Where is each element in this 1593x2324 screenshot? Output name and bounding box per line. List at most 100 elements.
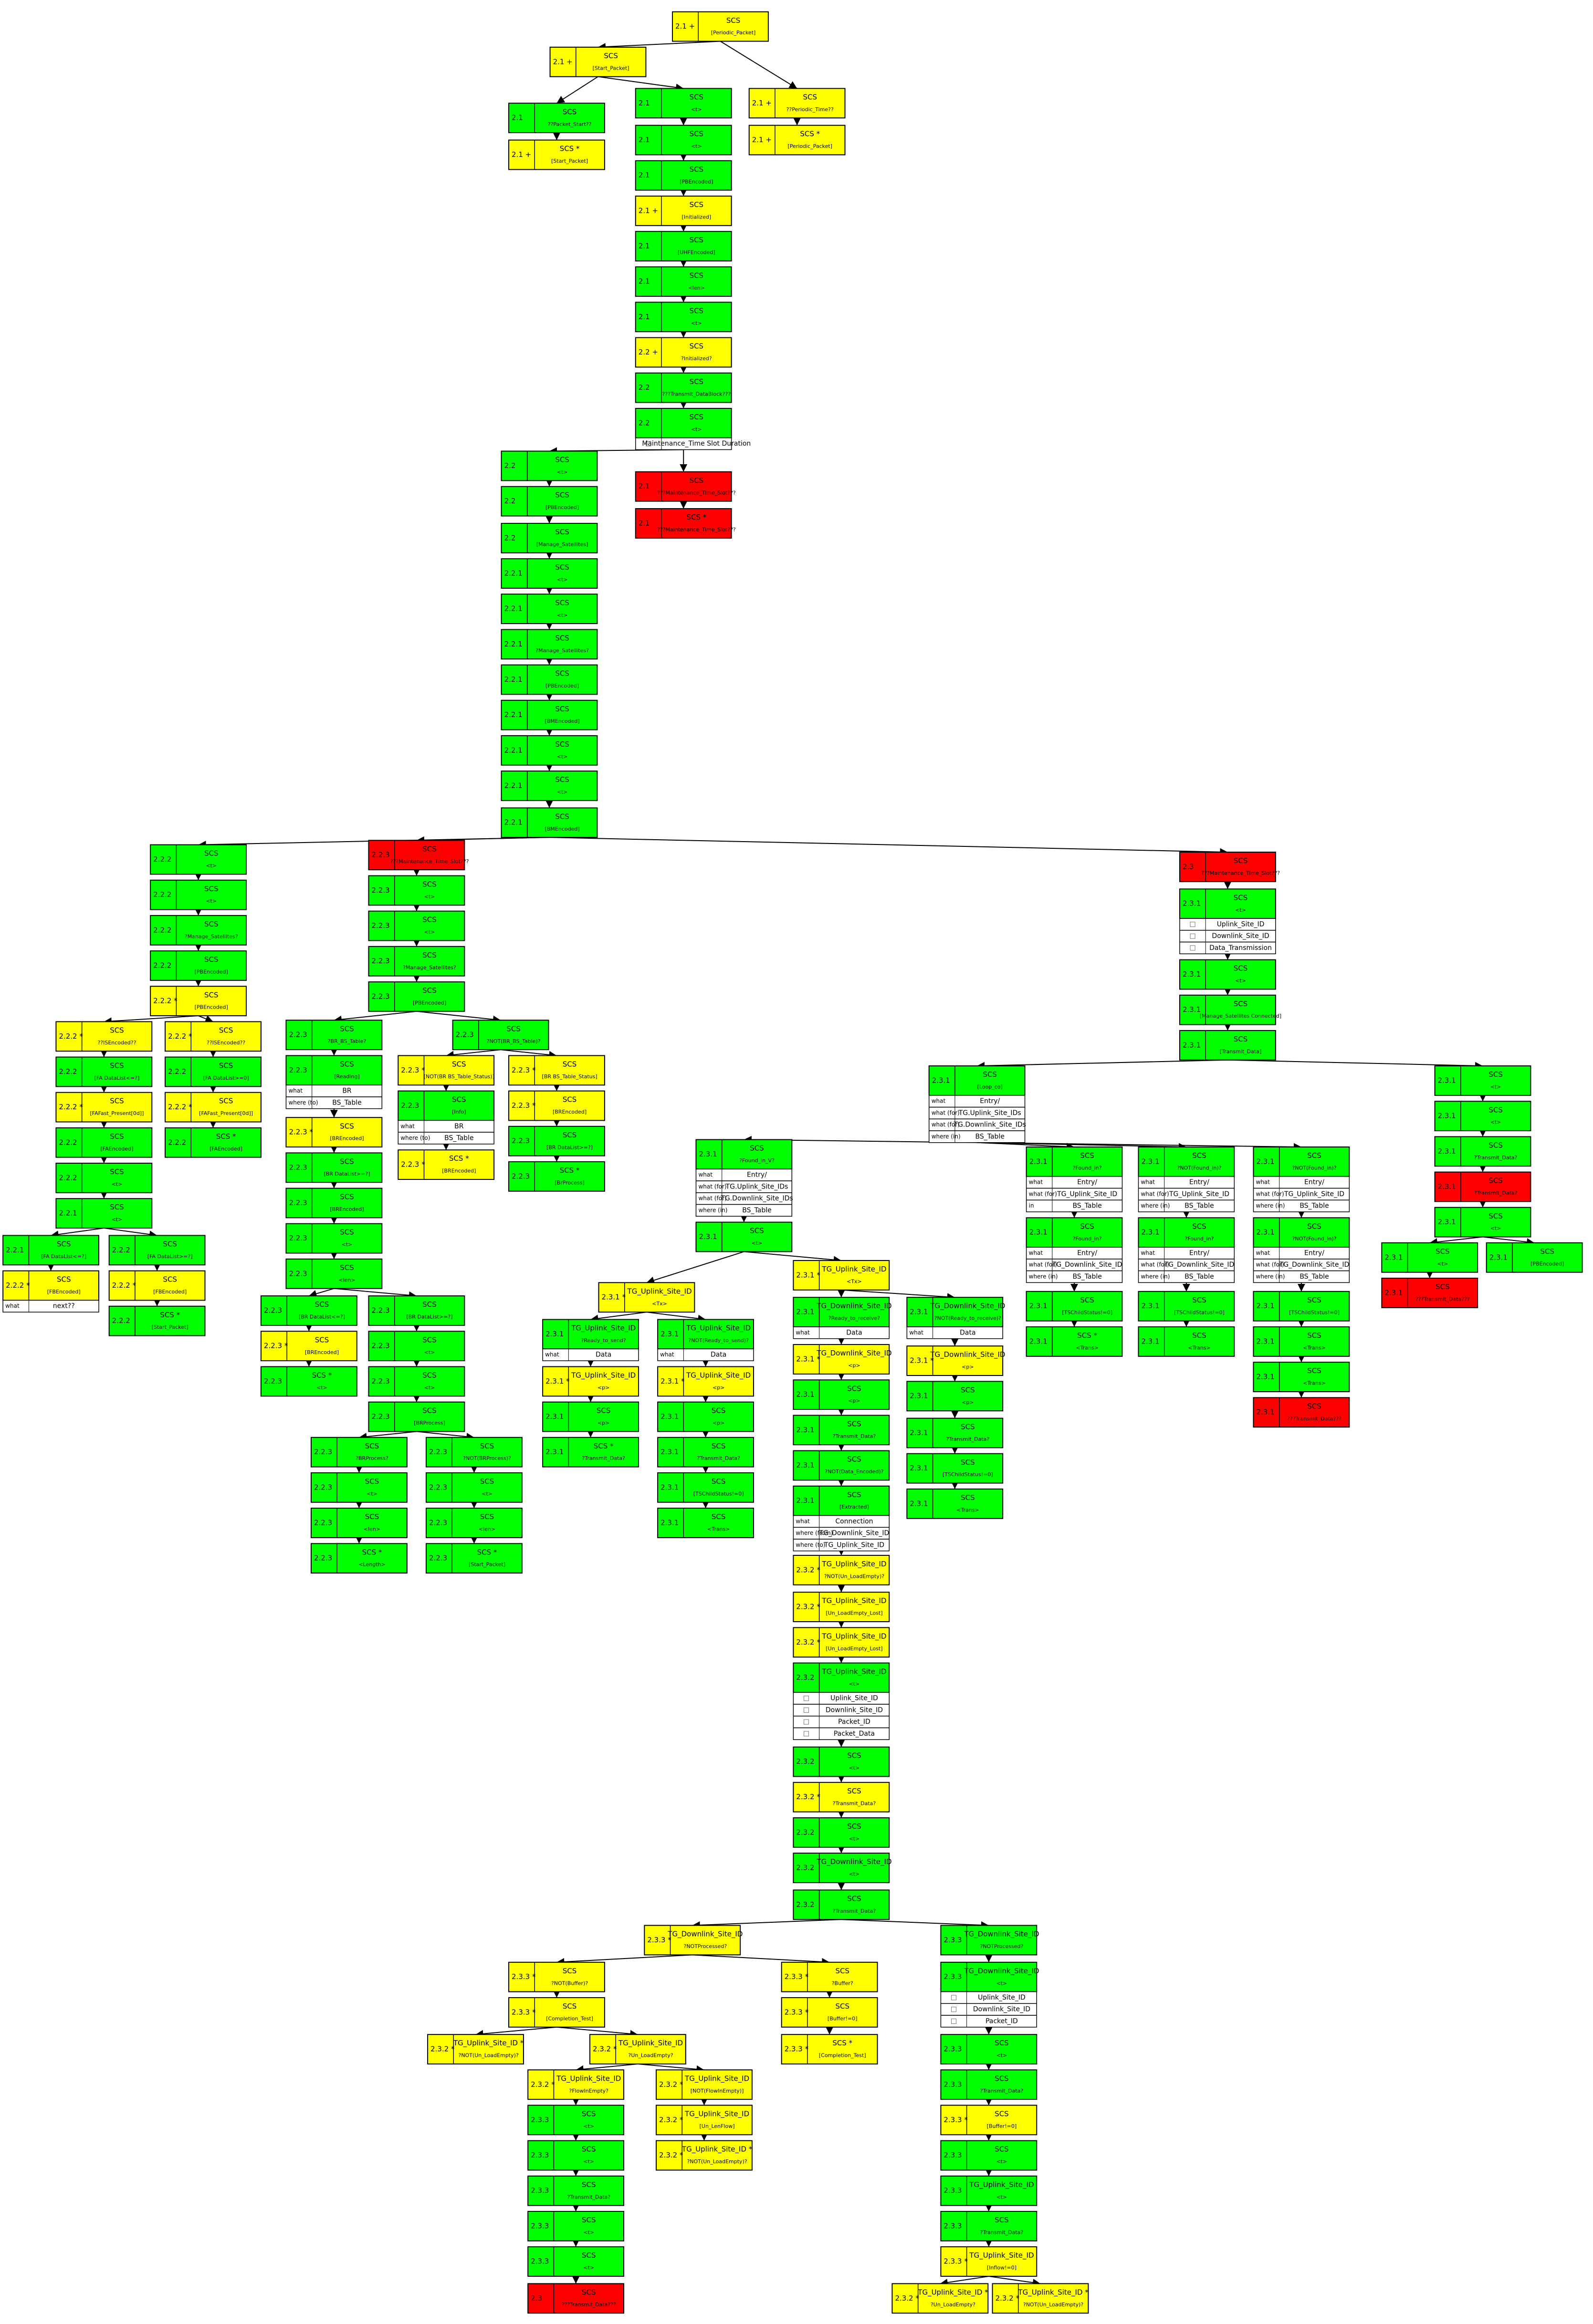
node: 2.2.3 SCS ?NOT(BRProcess)? [426, 1437, 523, 1468]
node-label: 2.3.1 [660, 1518, 679, 1527]
node: 2.2.3 SCS <len> [310, 1508, 408, 1538]
node: 2.2.2 * SCS [FBEncoded] [108, 1270, 206, 1301]
node-label: 2.2.2 [153, 855, 171, 864]
node: 2.2.3 SCS * [Start_Packet] [426, 1543, 523, 1574]
node-action: <p> [713, 1420, 724, 1426]
node: 2.2.2 SCS [FAEncoded] [55, 1127, 153, 1158]
node-actor: SCS [1080, 1151, 1094, 1160]
node-action: ?NOT(BR_BS_Table)? [487, 1038, 541, 1044]
node-box [695, 1139, 793, 1170]
row-box [542, 1348, 639, 1361]
node-actor: SCS [726, 16, 741, 25]
row-key: what [1141, 1179, 1155, 1186]
node-action: [BR DataList>=?] [407, 1314, 453, 1320]
node-box [55, 1056, 153, 1087]
row-key: what [698, 1171, 713, 1178]
row-value: Entry/ [747, 1171, 767, 1179]
node: 2.2.3 SCS [Reading] what BR where (to) BS_Tabl… [285, 1055, 383, 1109]
node-label: 2.3.2 * [659, 2151, 683, 2159]
node-box [527, 2105, 625, 2136]
node: 2.2.3 SCS ???Maintenance_Time_Slot??? [368, 840, 469, 871]
node: 2.3.3 * SCS ?Buffer? [781, 1961, 878, 1992]
node-box [656, 2069, 753, 2100]
node: 2.3.3 *TG_Uplink_Site_ID [Inflow!=0] [940, 2246, 1038, 2277]
node-box [108, 1305, 206, 1336]
node-actor: SCS [1488, 1070, 1503, 1079]
node-box [55, 1198, 153, 1229]
edge [646, 1312, 706, 1323]
node: 2.2.3 SCS [BRProcess] [368, 1401, 465, 1432]
node-label: 2.1 [639, 313, 650, 321]
node-label: 2.3.3 [943, 1936, 962, 1944]
node: 2.3.1 SCS <Trans> [906, 1488, 1004, 1519]
row-key: what [1141, 1250, 1155, 1256]
node-action: ?Ready_to_receive? [828, 1315, 880, 1322]
node-actor: SCS [555, 775, 569, 784]
node-actor: SCS [582, 2110, 596, 2118]
node-actor: SCS [422, 916, 437, 924]
node-box [368, 981, 465, 1012]
row-box [695, 1192, 793, 1205]
node-box [1179, 888, 1276, 919]
node-action: ?Manage_Satellites? [535, 647, 589, 654]
edge [51, 1227, 104, 1239]
node-action: [Reading] [334, 1073, 359, 1080]
node-label: 2.1 [639, 135, 650, 144]
node-action: ?NOT(Buffer)? [551, 1980, 588, 1986]
node-actor: SCS [480, 1442, 494, 1450]
node-actor: SCS [563, 1967, 577, 1975]
node-label: 2.3.3 [531, 2221, 549, 2230]
node-box [793, 1554, 890, 1585]
node-actor: SCS [555, 705, 569, 713]
node: 2.1 SCS [UHFEncoded] [635, 231, 732, 261]
node-box [793, 1746, 890, 1777]
row-value: Data [596, 1351, 611, 1359]
node-box [635, 372, 732, 403]
row-box [1253, 1199, 1350, 1212]
node-action: ?NOT(Un_LoadEmpty)? [824, 1573, 884, 1579]
node: 2.2.2 SCS [FA DataList>=?] [108, 1235, 206, 1266]
node-box [549, 46, 647, 77]
node-action: <Trans> [1303, 1344, 1326, 1351]
node-action: <t> [996, 2053, 1007, 2059]
node-actor: SCS [506, 1024, 521, 1033]
edge [692, 1954, 830, 1966]
row-value: Packet_ID [838, 1718, 870, 1726]
node-actor: SCS * [477, 1548, 497, 1556]
node-action: ?Transmit_Data? [567, 2194, 610, 2200]
node-actor: SCS * [160, 1311, 180, 1319]
node-label: 2.3.3 * [647, 1936, 671, 1944]
node-box [1434, 1136, 1531, 1167]
node-action: <t> [1235, 978, 1246, 984]
node: 2.3 SCS ???Maintenance_Time_Slot??? [1179, 852, 1280, 882]
node-actor: SCS [422, 1407, 437, 1415]
row-box [1138, 1259, 1235, 1271]
node-label: 2.2.3 * [401, 1066, 425, 1074]
node-actor: TG_Uplink_Site_ID * [681, 2145, 753, 2154]
node: 2.1 SCS <t> [635, 88, 732, 119]
node-box [1434, 1207, 1531, 1238]
row-value: Packet_Data [834, 1730, 875, 1738]
node-box [793, 1627, 890, 1658]
node-actor: SCS [995, 2110, 1009, 2118]
node-label: 2.2.2 * [112, 1281, 136, 1290]
edge [988, 2275, 1041, 2287]
node-action: <t> [1235, 907, 1246, 913]
node: 2.1 SCS ??Packet_Start?? [508, 103, 605, 134]
node-action: ??Periodic_Time?? [786, 106, 834, 113]
node-actor: SCS [995, 2074, 1009, 2083]
node-action: <len> [688, 285, 705, 291]
node: 2.3.1 SCS [Manage_Satellites Connected] [1179, 994, 1281, 1025]
node-box [55, 1021, 153, 1052]
node-label: 2.3.3 * [785, 2045, 809, 2053]
node-action: <t> [557, 469, 568, 475]
node-box [940, 2069, 1038, 2100]
row-box [793, 1716, 890, 1729]
node-actor: SCS [1192, 1331, 1206, 1340]
node: 2.3.1 SCS ?NOT(Found_in)?what Entry/what (f… [1253, 1146, 1350, 1212]
node-actor: SCS [1234, 964, 1248, 973]
node-action: <t> [424, 1349, 435, 1355]
node-action: ?Transmit_Data? [980, 2229, 1024, 2235]
